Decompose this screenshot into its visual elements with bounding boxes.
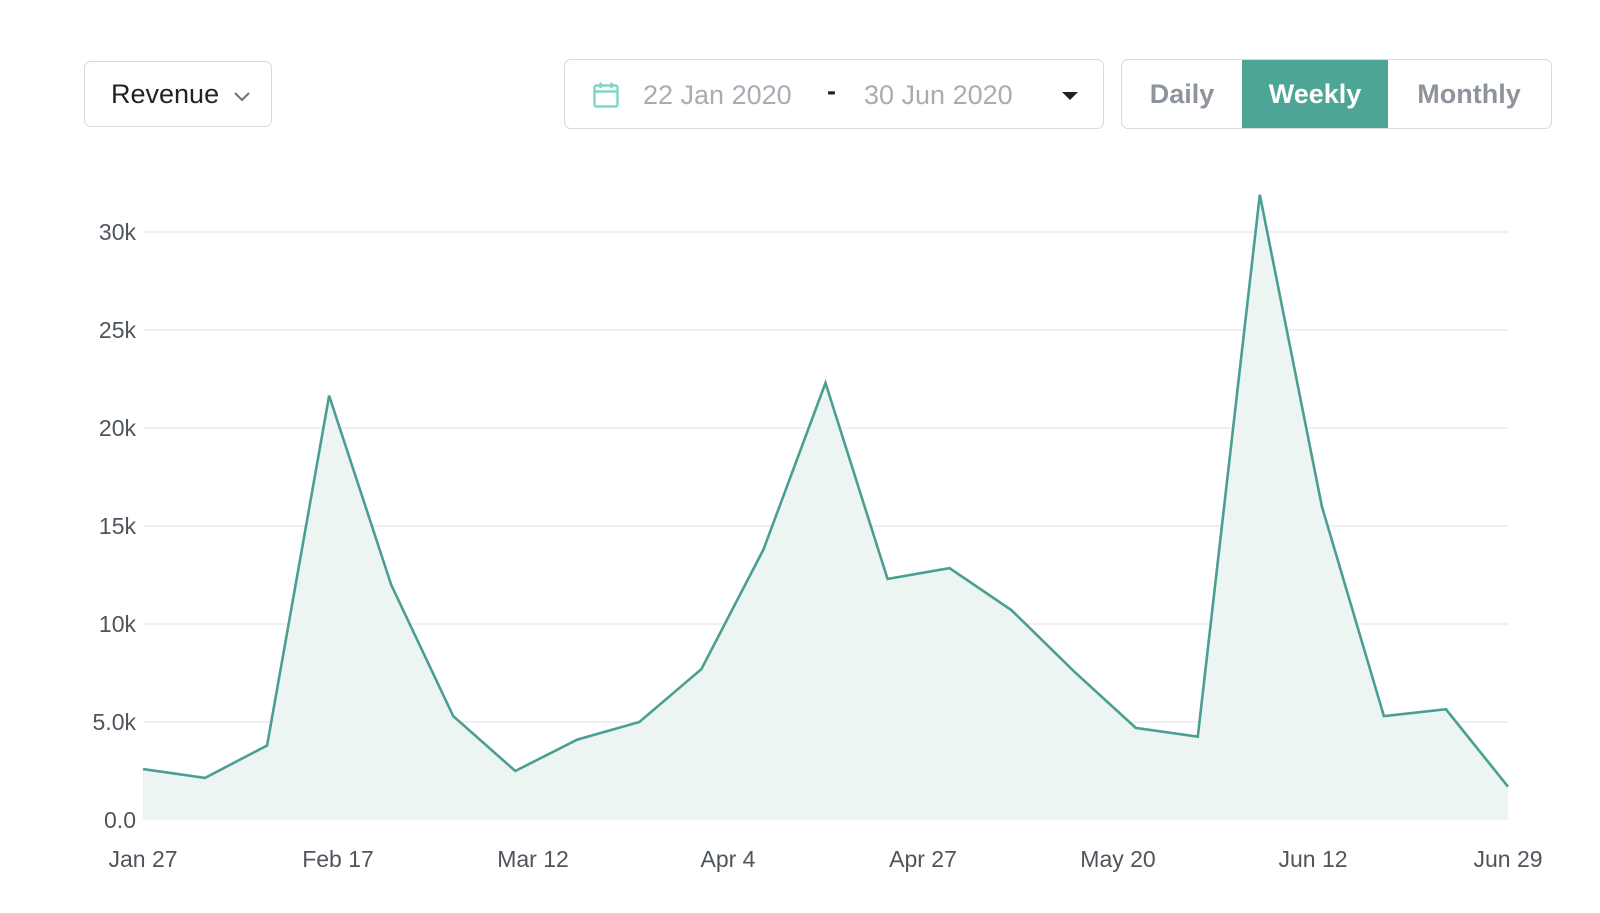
series-line <box>142 194 1510 788</box>
x-tick-label: Jun 12 <box>1278 846 1347 872</box>
x-tick-label: Feb 17 <box>302 846 374 872</box>
period-toggle[interactable]: Daily Weekly Monthly <box>1121 59 1552 129</box>
series-area <box>143 194 1508 820</box>
y-tick-label: 20k <box>99 415 137 441</box>
y-tick-label: 10k <box>99 611 137 637</box>
period-monthly-button[interactable]: Monthly <box>1417 78 1521 109</box>
x-tick-label: May 20 <box>1080 846 1155 872</box>
y-tick-label: 5.0k <box>93 709 137 735</box>
y-tick-label: 30k <box>99 219 137 245</box>
x-tick-label: Apr 27 <box>889 846 957 872</box>
x-tick-label: Apr 4 <box>701 846 756 872</box>
period-weekly-button[interactable]: Weekly <box>1242 60 1388 128</box>
chevron-down-icon <box>234 92 250 102</box>
metric-dropdown[interactable]: Revenue <box>84 61 272 127</box>
x-tick-label: Jun 29 <box>1473 846 1542 872</box>
date-end: 30 Jun 2020 <box>864 80 1013 110</box>
x-tick-label: Jan 27 <box>108 846 177 872</box>
date-range-picker[interactable]: 22 Jan 2020 - 30 Jun 2020 <box>564 59 1104 129</box>
caret-down-icon <box>1062 92 1078 100</box>
period-daily-button[interactable]: Daily <box>1149 78 1215 109</box>
y-tick-label: 0.0 <box>104 807 136 833</box>
y-tick-label: 25k <box>99 317 137 343</box>
date-start: 22 Jan 2020 <box>643 80 792 110</box>
metric-dropdown-label: Revenue <box>111 78 220 109</box>
calendar-icon <box>593 82 619 108</box>
date-separator: - <box>827 76 836 106</box>
y-tick-label: 15k <box>99 513 137 539</box>
x-tick-label: Mar 12 <box>497 846 569 872</box>
